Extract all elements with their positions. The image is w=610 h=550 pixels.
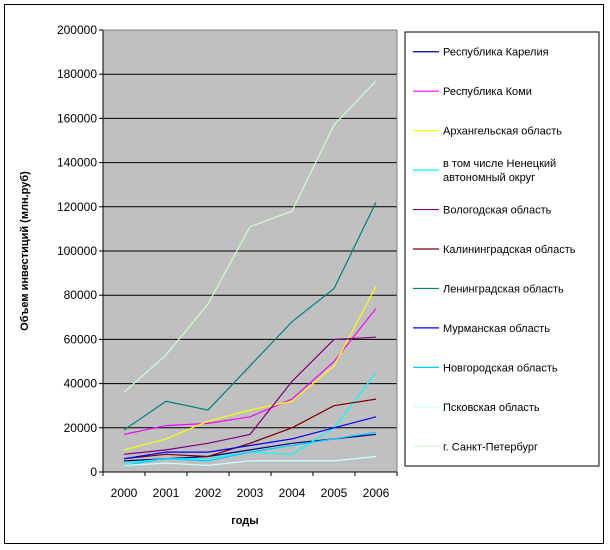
y-tick-label: 80000 [64,288,98,302]
legend-item: Ленинградская область [413,283,564,295]
legend-label: Псковская область [443,402,540,414]
x-tick-label: 2006 [363,486,390,500]
chart-frame: 0 20000 40000 60000 80000 100000 120000 140000 1… [4,4,604,544]
legend-item: Архангельская область [413,126,562,138]
legend-item: Калининградская область [413,244,576,256]
legend-item: г. Санкт-Петербург [413,441,538,453]
x-tick-label: 2000 [111,486,138,500]
legend-label: Республика Коми [443,86,532,98]
legend-label: Новгородская область [443,362,558,374]
legend-label: г. Санкт-Петербург [443,441,538,453]
series-line [123,286,377,451]
legend-item: Вологодская область [413,205,552,217]
x-tick-label: 2003 [237,486,264,500]
series-line [123,398,377,460]
y-tick-label: 0 [90,465,97,479]
y-tick-label: 120000 [57,200,97,214]
legend-label: в том числе Ненецкий автономный округ [443,158,556,184]
legend-label: Ленинградская область [443,283,564,295]
x-tick-label: 2004 [279,486,306,500]
legend-item: Мурманская область [413,323,550,335]
legend-item: Республика Карелия [413,47,549,59]
series-line [123,431,377,466]
x-tick-labels: 2000 2001 2002 2003 2004 2005 2006 [111,486,390,500]
series-line [123,202,377,431]
legend-label: Архангельская область [443,126,562,138]
series-line [123,416,377,460]
series-line [123,80,377,393]
legend-label: Калининградская область [443,244,576,256]
axes [99,29,398,476]
y-tick-label: 20000 [64,421,98,435]
series-line [123,336,377,455]
y-tick-label: 180000 [57,67,97,81]
x-tick-label: 2005 [321,486,348,500]
x-axis-label: годы [231,515,258,527]
legend-label: Вологодская область [443,205,552,217]
line-chart: 0 20000 40000 60000 80000 100000 120000 140000 1… [19,23,600,527]
x-tick-label: 2002 [195,486,222,500]
y-tick-label: 140000 [57,156,97,170]
series-lines [123,80,377,467]
legend-item: Новгородская область [413,362,558,374]
y-tick-label: 160000 [57,111,97,125]
legend-item: в том числе Ненецкий автономный округ [413,158,556,184]
y-tick-label: 40000 [64,377,98,391]
y-tick-labels: 0 20000 40000 60000 80000 100000 120000 140000 1… [57,23,97,479]
series-line [123,308,377,435]
legend-label: Мурманская область [443,323,550,335]
legend-item: Республика Коми [413,86,532,98]
x-tick-label: 2001 [153,486,180,500]
y-axis-label: Объем инвестиций (млн.руб) [19,171,31,331]
legend-items: Республика Карелия Республика Коми Арханге… [413,47,576,453]
legend-label: Республика Карелия [443,47,549,59]
legend-item: Псковская область [413,402,540,414]
series-line [123,455,377,467]
y-tick-label: 200000 [57,23,97,37]
y-tick-label: 60000 [64,332,98,346]
y-tick-label: 100000 [57,244,97,258]
